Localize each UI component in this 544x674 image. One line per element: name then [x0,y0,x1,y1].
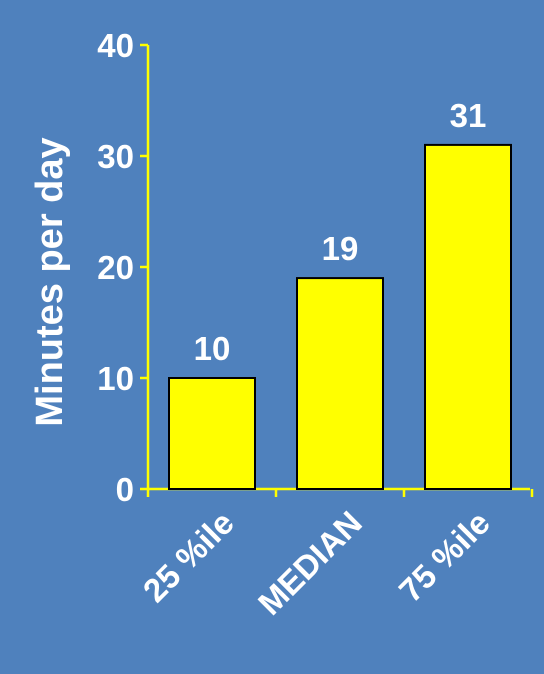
y-tick-label: 20 [97,249,134,286]
bar [168,377,256,490]
bar [296,277,384,490]
bar-value-label: 10 [194,330,231,367]
y-tick-label: 30 [97,138,134,175]
y-tick-label: 40 [97,27,134,64]
bar [424,143,512,490]
bar-value-label: 31 [450,97,487,134]
y-tick-label: 10 [97,360,134,397]
bars-group [168,143,512,490]
y-tick-label: 0 [116,471,134,508]
y-axis-label: Minutes per day [29,137,71,426]
bar-value-label: 19 [322,230,359,267]
